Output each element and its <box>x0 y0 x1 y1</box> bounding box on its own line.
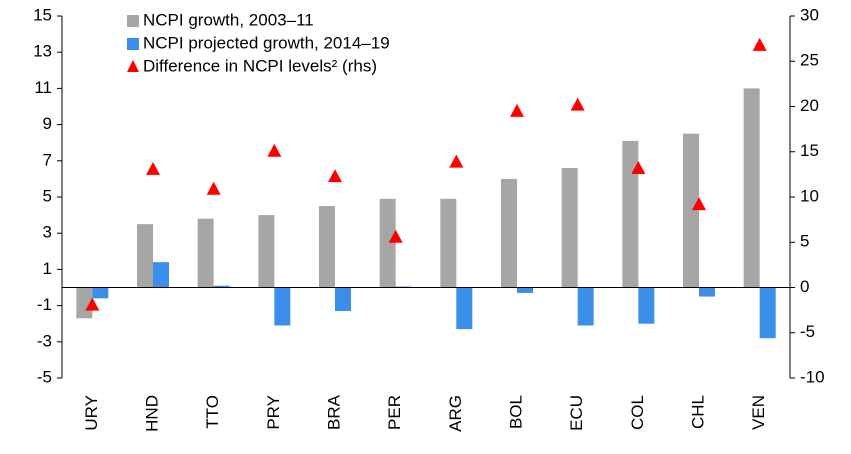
x-tick-label: VEN <box>749 395 768 430</box>
bar <box>274 287 291 326</box>
legend-marker <box>127 38 139 50</box>
bar <box>638 287 655 324</box>
bar <box>743 88 760 288</box>
bar <box>561 168 578 288</box>
triangle-marker <box>388 229 403 243</box>
x-tick-label: URY <box>82 395 101 431</box>
bar <box>92 287 109 299</box>
bar <box>335 287 351 312</box>
triangle-marker <box>85 297 100 311</box>
bar <box>379 198 396 288</box>
y-tick-label: -3 <box>37 331 52 350</box>
legend-label: NCPI growth, 2003–11 <box>143 10 314 29</box>
bar <box>501 178 517 288</box>
y-tick-label: 3 <box>43 223 52 242</box>
y2-tick-label: 0 <box>800 277 809 296</box>
triangle-marker <box>570 97 585 111</box>
y2-tick-label: 30 <box>800 5 819 24</box>
triangle-marker <box>206 181 221 195</box>
bar <box>213 285 230 288</box>
bar <box>699 287 715 297</box>
x-tick-label: TTO <box>203 395 222 429</box>
y-tick-label: 5 <box>43 186 52 205</box>
bar <box>456 287 473 330</box>
triangle-marker <box>692 197 706 211</box>
bar <box>622 140 639 288</box>
y-tick-label: -1 <box>37 295 52 314</box>
y-tick-label: 7 <box>43 150 52 169</box>
y-tick-label: 11 <box>34 78 52 97</box>
triangle-marker <box>449 154 464 168</box>
y-tick-label: 13 <box>33 42 52 61</box>
y2-tick-label: 10 <box>800 186 819 205</box>
bar <box>577 287 594 326</box>
legend-marker <box>127 15 139 27</box>
y2-tick-label: 20 <box>800 96 819 115</box>
x-tick-label: ECU <box>567 395 586 431</box>
y2-tick-label: 5 <box>800 232 809 251</box>
y2-tick-label: 15 <box>800 141 819 160</box>
bar <box>197 218 214 288</box>
bar <box>759 287 776 339</box>
y-tick-label: 1 <box>43 259 52 278</box>
triangle-marker <box>146 161 160 175</box>
y-tick-label: -5 <box>37 367 52 386</box>
bar <box>258 215 275 288</box>
x-tick-label: HND <box>142 395 161 432</box>
legend-label: NCPI projected growth, 2014–19 <box>143 33 390 52</box>
x-tick-label: COL <box>628 395 647 430</box>
x-tick-label: PRY <box>264 395 283 430</box>
triangle-marker <box>752 37 767 51</box>
legend-label: Difference in NCPI levels² (rhs) <box>143 56 377 75</box>
bar <box>683 133 699 288</box>
y-tick-label: 15 <box>33 5 52 24</box>
bar <box>153 262 169 288</box>
triangle-marker <box>328 169 342 183</box>
bar <box>517 287 533 293</box>
x-tick-label: BRA <box>324 394 343 430</box>
bar <box>137 224 153 288</box>
y2-tick-label: -10 <box>800 367 825 386</box>
bar <box>440 198 457 288</box>
triangle-marker <box>510 103 524 117</box>
y-tick-label: 9 <box>43 114 52 133</box>
x-tick-label: BOL <box>506 395 525 429</box>
x-tick-label: PER <box>385 395 404 430</box>
x-tick-label: ARG <box>446 395 465 432</box>
triangle-marker <box>631 160 646 174</box>
bar <box>319 206 335 288</box>
x-tick-label: CHL <box>688 395 707 429</box>
triangle-marker <box>267 143 282 157</box>
legend-marker <box>127 60 139 72</box>
y2-tick-label: 25 <box>800 51 819 70</box>
y2-tick-label: -5 <box>800 322 815 341</box>
